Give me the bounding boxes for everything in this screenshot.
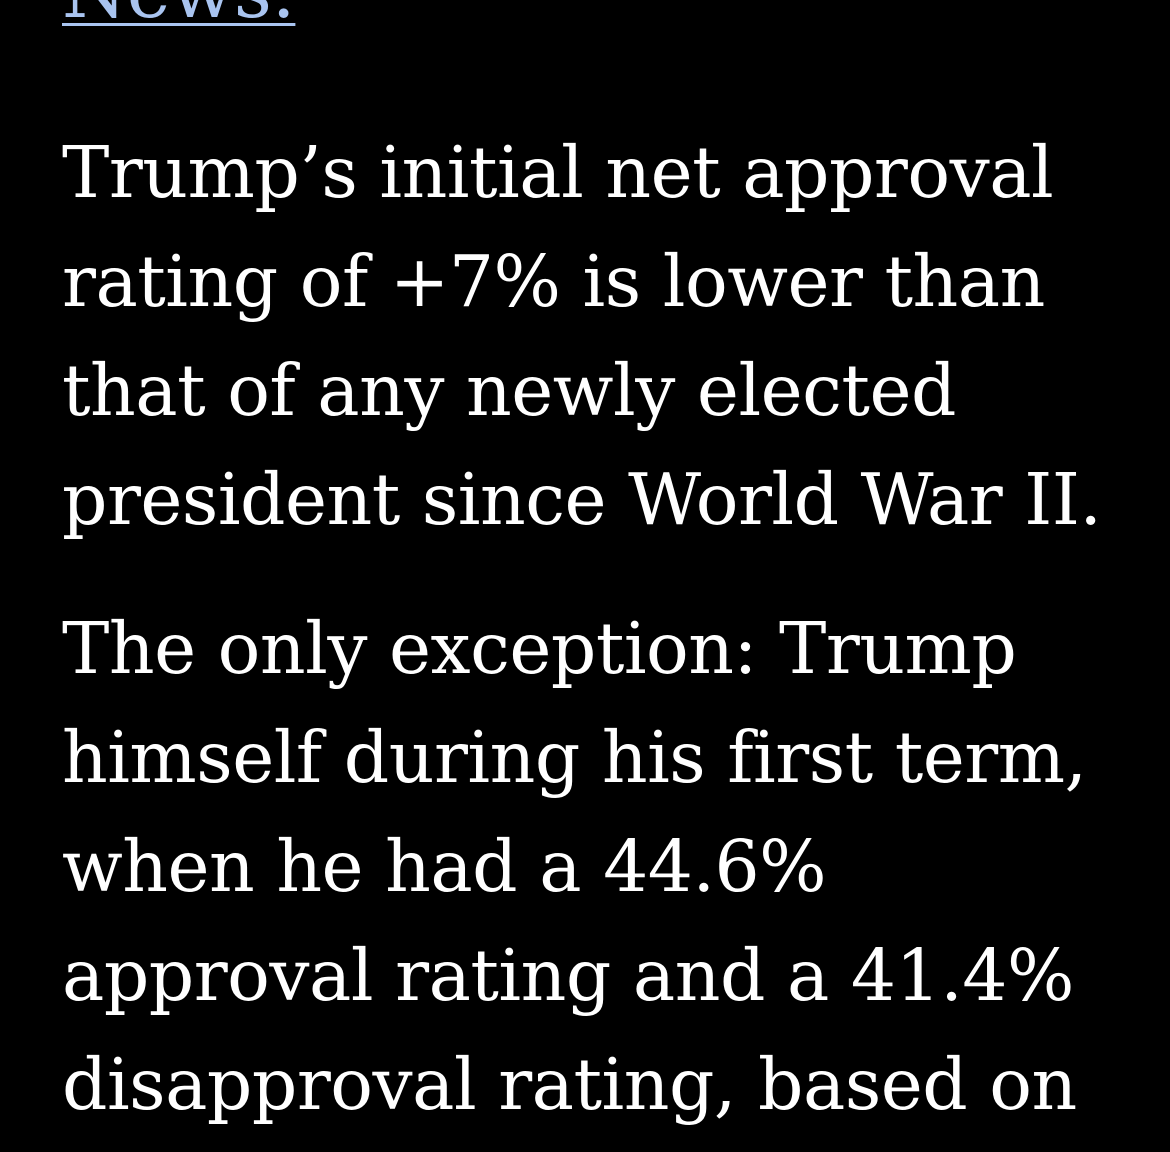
paragraph-net-approval: Trump’s initial net approval rating of +… [62, 131, 1102, 541]
source-link[interactable]: News. [62, 0, 295, 32]
article-body: News. Trump’s initial net approval ratin… [62, 0, 1122, 1139]
paragraph-exception: The only exception: Trump himself during… [62, 607, 1087, 1126]
